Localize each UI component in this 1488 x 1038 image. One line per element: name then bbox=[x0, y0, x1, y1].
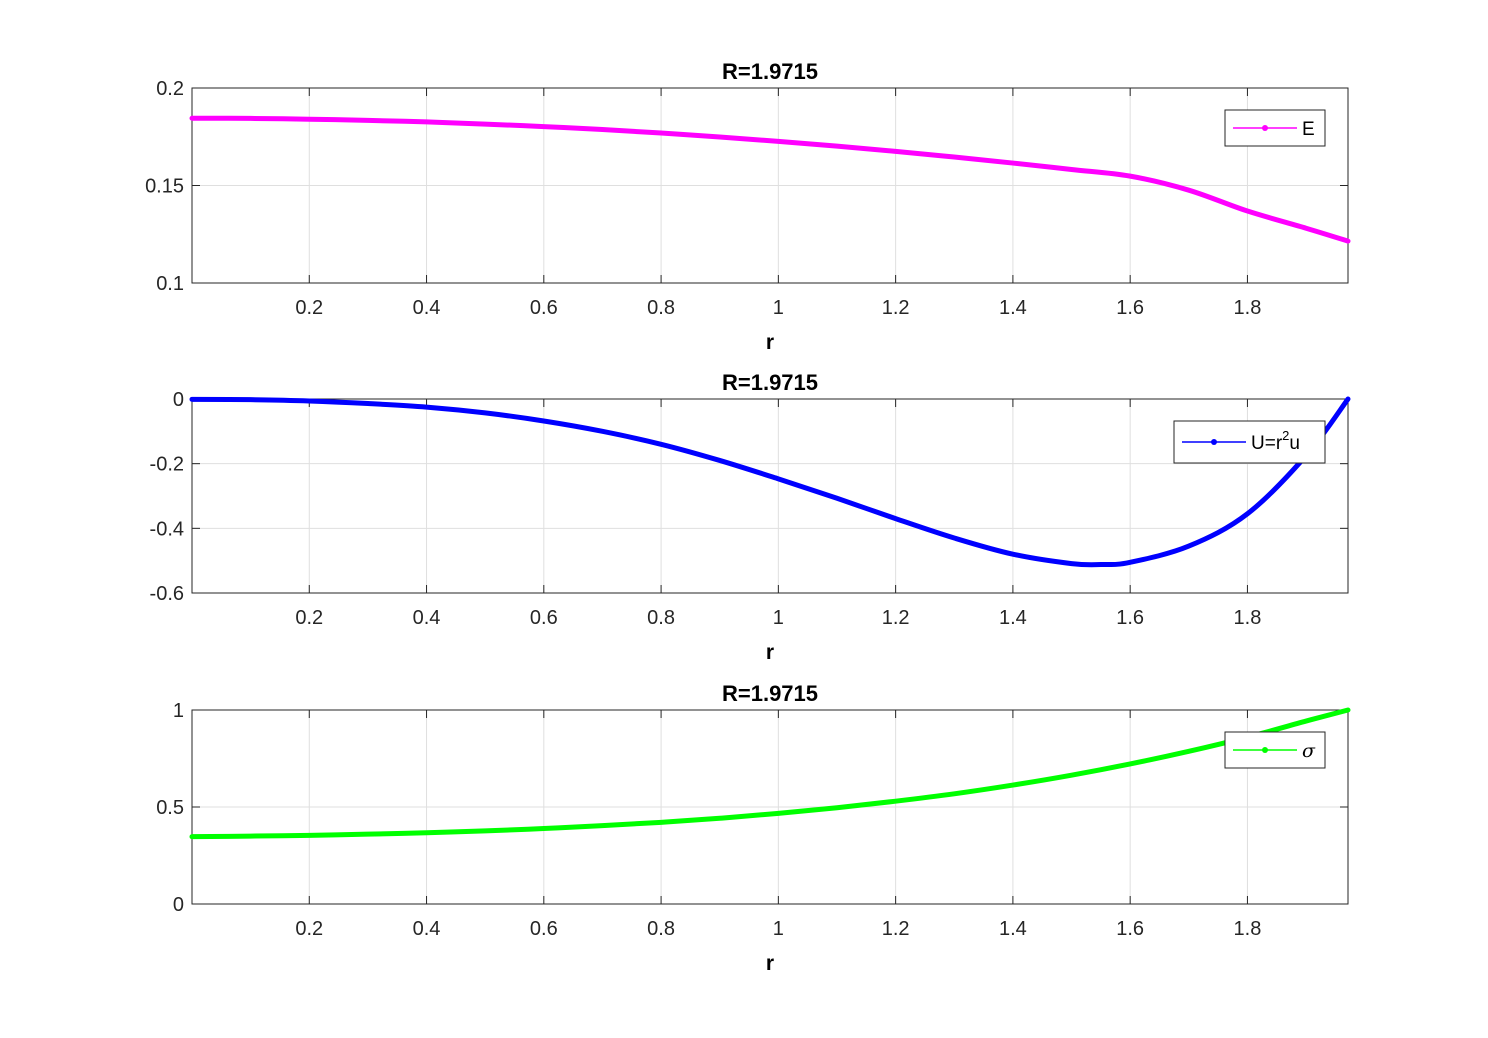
x-tick-label: 1.2 bbox=[882, 918, 910, 940]
legend: E bbox=[1224, 109, 1326, 147]
x-tick-label: 0.8 bbox=[647, 918, 675, 940]
x-tick-label: 0.6 bbox=[530, 297, 558, 319]
x-tick-label: 0.8 bbox=[647, 607, 675, 629]
x-tick-label: 1.2 bbox=[882, 607, 910, 629]
x-tick-label: 1.4 bbox=[999, 918, 1027, 940]
x-tick-label: 1.4 bbox=[999, 297, 1027, 319]
legend-marker bbox=[1262, 125, 1268, 131]
x-tick-label: 1.6 bbox=[1116, 918, 1144, 940]
x-tick-label: 1.8 bbox=[1234, 918, 1262, 940]
series-line bbox=[189, 707, 1351, 840]
series-line bbox=[189, 396, 1351, 568]
x-tick-label: 0.2 bbox=[295, 607, 323, 629]
axes-box bbox=[191, 398, 1349, 594]
x-tick-label: 1.4 bbox=[999, 607, 1027, 629]
y-tick-label: 0.1 bbox=[156, 273, 184, 295]
y-tick-label: -0.4 bbox=[150, 518, 184, 540]
x-tick-label: 0.8 bbox=[647, 297, 675, 319]
legend-label: E bbox=[1302, 119, 1315, 140]
x-tick-label: 0.4 bbox=[413, 297, 441, 319]
y-tick-label: 0 bbox=[173, 389, 184, 411]
x-axis-label: r bbox=[766, 952, 774, 975]
legend: U=r2u bbox=[1173, 420, 1326, 464]
y-tick-label: 0.5 bbox=[156, 797, 184, 819]
legend-label: σ bbox=[1302, 740, 1316, 762]
subplot-2: 0.2 0.4 0.6 0.8 1 1.2 1.4 1.6 1.8 -0.6 -0.4 -0.2 0 R=… bbox=[150, 370, 1351, 664]
chart-title: R=1.9715 bbox=[722, 370, 818, 395]
series-line bbox=[189, 115, 1351, 244]
x-tick-label: 1 bbox=[773, 607, 784, 629]
legend-marker bbox=[1211, 439, 1217, 445]
x-tick-label: 0.4 bbox=[413, 607, 441, 629]
subplot-3: 0.2 0.4 0.6 0.8 1 1.2 1.4 1.6 1.8 0 0.5 1 R=1.9715 r σ bbox=[156, 681, 1351, 975]
x-tick-label: 0.2 bbox=[295, 297, 323, 319]
subplot-1: 0.2 0.4 0.6 0.8 1 1.2 1.4 1.6 1.8 0.1 0.15 0.2 R=1.9… bbox=[145, 59, 1351, 354]
y-tick-label: 0.2 bbox=[156, 78, 184, 100]
y-tick-label: 1 bbox=[173, 700, 184, 722]
y-tick-label: 0 bbox=[173, 894, 184, 916]
y-tick-label: 0.15 bbox=[145, 176, 184, 198]
legend: σ bbox=[1224, 731, 1326, 769]
x-axis-label: r bbox=[766, 331, 774, 354]
legend-marker bbox=[1262, 747, 1268, 753]
y-tick-label: -0.6 bbox=[150, 583, 184, 605]
x-tick-label: 0.4 bbox=[413, 918, 441, 940]
x-tick-label: 0.2 bbox=[295, 918, 323, 940]
y-tick-label: -0.2 bbox=[150, 454, 184, 476]
chart-title: R=1.9715 bbox=[722, 681, 818, 706]
x-axis-label: r bbox=[766, 641, 774, 664]
x-tick-label: 1.8 bbox=[1234, 607, 1262, 629]
chart-title: R=1.9715 bbox=[722, 59, 818, 84]
x-tick-label: 1.2 bbox=[882, 297, 910, 319]
legend-label: U=r2u bbox=[1251, 428, 1300, 454]
x-tick-label: 0.6 bbox=[530, 607, 558, 629]
grid bbox=[192, 709, 1348, 905]
x-tick-label: 1 bbox=[773, 297, 784, 319]
x-tick-label: 1.6 bbox=[1116, 607, 1144, 629]
x-tick-label: 0.6 bbox=[530, 918, 558, 940]
x-tick-label: 1 bbox=[773, 918, 784, 940]
x-tick-label: 1.6 bbox=[1116, 297, 1144, 319]
x-tick-label: 1.8 bbox=[1234, 297, 1262, 319]
